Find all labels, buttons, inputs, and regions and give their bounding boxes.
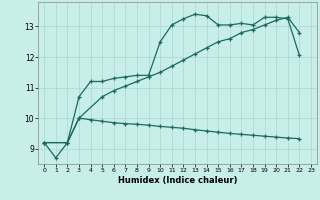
X-axis label: Humidex (Indice chaleur): Humidex (Indice chaleur) — [118, 176, 237, 185]
